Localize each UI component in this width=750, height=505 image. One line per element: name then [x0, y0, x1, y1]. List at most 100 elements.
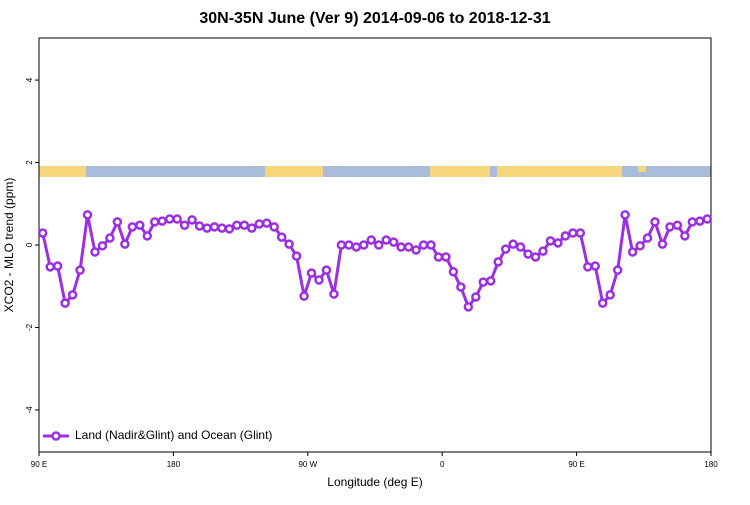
point: [583, 262, 593, 272]
point: [60, 298, 70, 308]
point: [202, 223, 212, 233]
point: [508, 239, 518, 249]
point: [105, 233, 115, 243]
point: [530, 252, 541, 262]
x-tick-label: 90 W: [298, 460, 317, 469]
point: [695, 216, 705, 226]
point: [217, 223, 227, 233]
point: [75, 265, 85, 275]
point: [680, 231, 690, 241]
point: [247, 223, 257, 233]
point: [261, 218, 272, 228]
point: [112, 217, 123, 227]
point: [52, 261, 63, 271]
y-tick-label: -4: [25, 406, 34, 414]
point: [37, 228, 48, 238]
point: [97, 241, 108, 251]
point: [471, 292, 481, 302]
point: [545, 236, 556, 246]
point: [157, 216, 167, 226]
point: [463, 302, 474, 312]
point: [149, 217, 160, 227]
point: [590, 261, 601, 271]
point: [388, 237, 399, 247]
point: [321, 265, 332, 275]
point: [187, 215, 197, 225]
point: [426, 240, 436, 250]
point: [366, 235, 377, 245]
y-tick-label: 4: [25, 77, 34, 82]
y-tick-label: -2: [25, 323, 34, 331]
legend-label: Land (Nadir&Glint) and Ocean (Glint): [75, 428, 272, 442]
point: [575, 228, 586, 238]
point: [418, 240, 429, 250]
point: [142, 231, 153, 241]
point: [560, 231, 571, 241]
point: [687, 217, 698, 227]
point: [224, 224, 235, 234]
point: [485, 276, 496, 286]
x-axis-label: Longitude (deg E): [327, 475, 422, 489]
point: [284, 239, 294, 249]
point: [120, 239, 130, 249]
point: [67, 290, 78, 300]
point: [336, 240, 347, 250]
y-tick-label: 2: [25, 160, 34, 165]
point: [179, 220, 190, 230]
point: [553, 238, 563, 248]
land-ocean-strip: [39, 166, 711, 177]
point: [515, 242, 526, 252]
point: [642, 233, 653, 243]
point: [433, 252, 444, 262]
point: [232, 220, 242, 230]
point: [456, 282, 466, 292]
land: [638, 166, 646, 172]
ocean: [39, 166, 711, 177]
point: [493, 257, 503, 267]
point: [411, 245, 421, 255]
point: [329, 289, 339, 299]
point: [538, 246, 548, 256]
point: [291, 251, 302, 261]
point: [276, 232, 287, 242]
point: [612, 265, 623, 275]
point: [314, 275, 324, 285]
point: [351, 242, 362, 252]
point: [702, 214, 713, 224]
point: [381, 235, 391, 245]
point: [344, 240, 354, 250]
point: [657, 239, 668, 249]
y-axis-label: XCO2 - MLO trend (ppm): [2, 178, 16, 313]
point: [650, 217, 660, 227]
point: [373, 240, 384, 250]
point: [396, 242, 406, 252]
point: [306, 268, 317, 278]
land: [497, 166, 622, 177]
land: [39, 166, 86, 177]
point: [523, 249, 533, 259]
point: [448, 267, 459, 277]
point: [620, 210, 630, 220]
point: [605, 290, 615, 300]
x-tick-label: 0: [440, 460, 445, 469]
point: [254, 219, 265, 229]
point: [45, 262, 55, 272]
point: [194, 221, 205, 231]
point: [127, 222, 138, 232]
x-tick-label: 90 E: [31, 460, 47, 469]
point: [135, 220, 145, 230]
point: [478, 277, 489, 287]
point: [172, 214, 182, 224]
x-tick-label: 180: [704, 460, 718, 469]
point: [239, 220, 250, 230]
point: [665, 222, 675, 232]
point: [403, 242, 414, 252]
point: [359, 240, 369, 250]
point: [500, 244, 511, 254]
point: [164, 214, 175, 224]
x-tick-label: 180: [167, 460, 181, 469]
point: [299, 291, 309, 301]
land: [265, 166, 323, 177]
